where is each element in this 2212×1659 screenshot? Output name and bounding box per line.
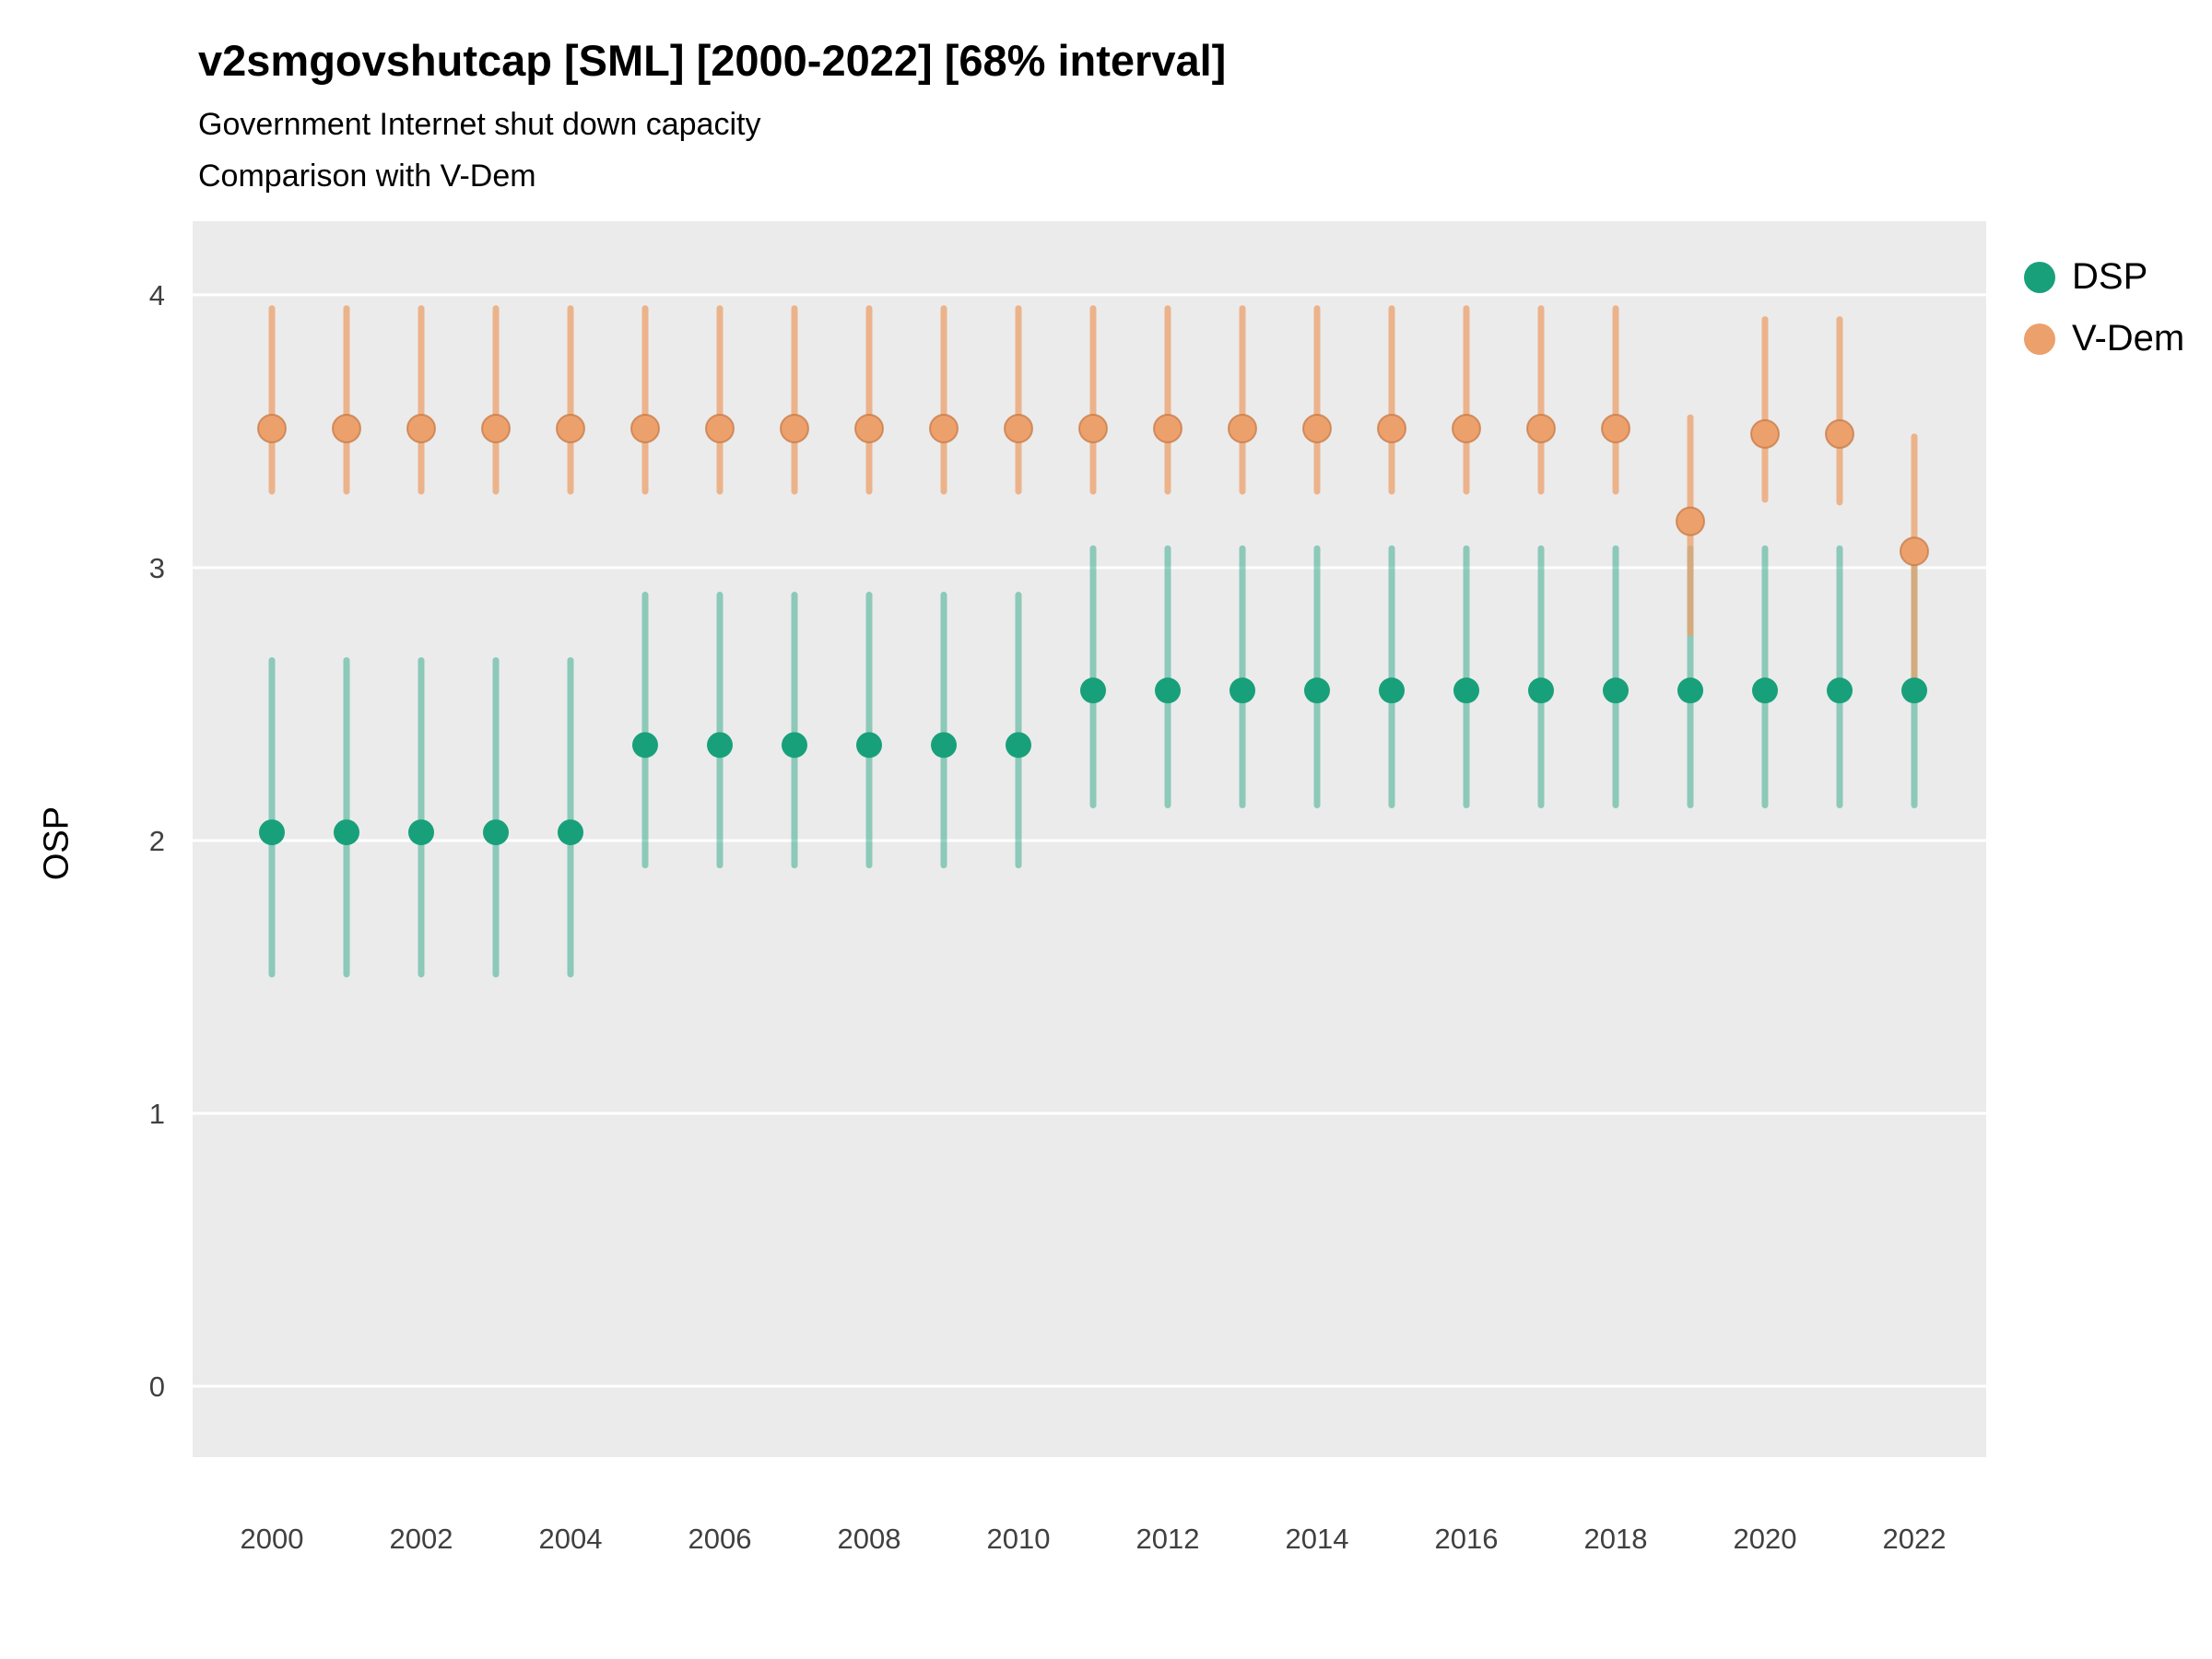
dsp-point bbox=[408, 819, 434, 846]
vdem-point bbox=[332, 413, 361, 443]
chart-subtitle-line2: Comparison with V-Dem bbox=[198, 159, 536, 194]
vdem-point bbox=[1228, 413, 1257, 443]
vdem-point bbox=[1900, 536, 1929, 567]
dsp-point bbox=[632, 732, 658, 759]
vdem-point bbox=[1377, 413, 1406, 443]
vdem-point bbox=[257, 413, 287, 443]
x-tick-label: 2018 bbox=[1584, 1523, 1648, 1555]
y-tick-label: 3 bbox=[149, 552, 165, 584]
dsp-point bbox=[782, 732, 807, 759]
vdem-point bbox=[780, 413, 809, 443]
vdem-point bbox=[1601, 413, 1630, 443]
dsp-point bbox=[931, 732, 957, 759]
vdem-point bbox=[929, 413, 959, 443]
vdem-point bbox=[481, 413, 511, 443]
vdem-point bbox=[1452, 413, 1481, 443]
dsp-point bbox=[1379, 677, 1405, 704]
vdem-point bbox=[1004, 413, 1033, 443]
dsp-point bbox=[1080, 677, 1106, 704]
x-tick-label: 2008 bbox=[838, 1523, 901, 1555]
vdem-point bbox=[1153, 413, 1182, 443]
dsp-point bbox=[1528, 677, 1554, 704]
x-tick-label: 2000 bbox=[241, 1523, 304, 1555]
vdem-point bbox=[1750, 418, 1780, 449]
vdem-point bbox=[630, 413, 660, 443]
dsp-point bbox=[1901, 677, 1927, 704]
vdem-legend-swatch-icon bbox=[2024, 323, 2055, 355]
chart-subtitle-line1: Government Internet shut down capacity bbox=[198, 107, 761, 142]
dsp-point bbox=[1230, 677, 1255, 704]
vdem-point bbox=[1526, 413, 1556, 443]
y-tick-label: 2 bbox=[149, 825, 165, 857]
dsp-point bbox=[1603, 677, 1629, 704]
dsp-legend-swatch-icon bbox=[2024, 261, 2055, 293]
vdem-point bbox=[854, 413, 884, 443]
vdem-point bbox=[1078, 413, 1108, 443]
vdem-point bbox=[1676, 506, 1705, 536]
dsp-point bbox=[259, 819, 285, 846]
vdem-point bbox=[556, 413, 585, 443]
dsp-point bbox=[1752, 677, 1778, 704]
legend-label-dsp: DSP bbox=[2072, 256, 2148, 297]
vdem-point bbox=[406, 413, 436, 443]
y-tick-label: 0 bbox=[149, 1371, 165, 1403]
x-tick-label: 2022 bbox=[1883, 1523, 1947, 1555]
x-tick-label: 2010 bbox=[987, 1523, 1051, 1555]
chart-title: v2smgovshutcap [SML] [2000-2022] [68% in… bbox=[198, 36, 1227, 85]
legend-label-vdem: V-Dem bbox=[2072, 318, 2185, 359]
dsp-point bbox=[483, 819, 509, 846]
y-tick-label: 4 bbox=[149, 279, 165, 312]
legend-item-dsp: DSP bbox=[2024, 256, 2184, 298]
dsp-point bbox=[1827, 677, 1853, 704]
x-tick-label: 2014 bbox=[1286, 1523, 1349, 1555]
x-tick-label: 2006 bbox=[688, 1523, 752, 1555]
legend: DSP V-Dem bbox=[2024, 256, 2184, 359]
dsp-point bbox=[1006, 732, 1031, 759]
vdem-point bbox=[705, 413, 735, 443]
dsp-point bbox=[856, 732, 882, 759]
y-tick-label: 1 bbox=[149, 1098, 165, 1130]
x-tick-label: 2016 bbox=[1435, 1523, 1499, 1555]
dsp-point bbox=[558, 819, 583, 846]
dsp-point bbox=[1677, 677, 1703, 704]
x-tick-label: 2020 bbox=[1734, 1523, 1797, 1555]
dsp-point bbox=[334, 819, 359, 846]
legend-item-vdem: V-Dem bbox=[2024, 318, 2184, 359]
vdem-point bbox=[1825, 418, 1854, 449]
vdem-point bbox=[1302, 413, 1332, 443]
x-tick-label: 2004 bbox=[539, 1523, 603, 1555]
dsp-point bbox=[1304, 677, 1330, 704]
dsp-point bbox=[1453, 677, 1479, 704]
x-tick-label: 2002 bbox=[390, 1523, 453, 1555]
dsp-point bbox=[707, 732, 733, 759]
x-tick-label: 2012 bbox=[1136, 1523, 1200, 1555]
dsp-point bbox=[1155, 677, 1181, 704]
